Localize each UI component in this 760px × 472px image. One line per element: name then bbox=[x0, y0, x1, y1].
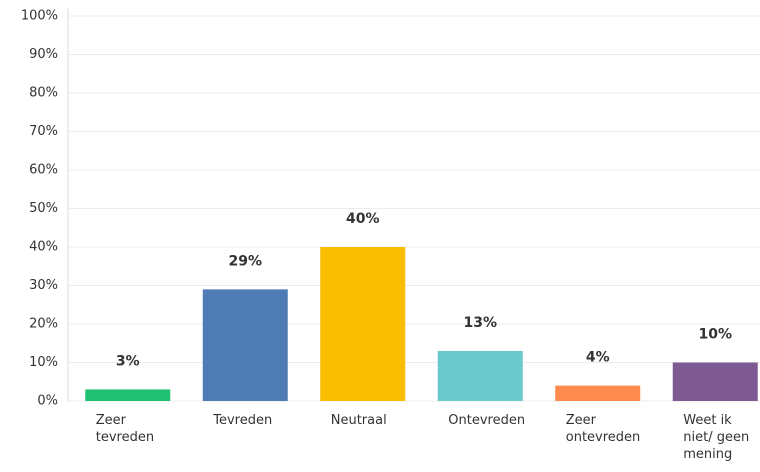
y-tick-label: 30% bbox=[29, 278, 58, 293]
x-tick-label: Zeer tevreden bbox=[95, 413, 155, 445]
x-tick-label: Ontevreden bbox=[448, 413, 526, 428]
y-tick-label: 20% bbox=[29, 317, 58, 332]
y-tick-label: 0% bbox=[37, 394, 58, 409]
value-label: 13% bbox=[463, 315, 497, 331]
value-label: 10% bbox=[698, 327, 732, 343]
value-label: 3% bbox=[116, 353, 140, 369]
bar bbox=[437, 350, 523, 401]
bar bbox=[320, 247, 406, 401]
y-tick-label: 60% bbox=[29, 163, 58, 178]
x-tick-label: Neutraal bbox=[330, 413, 387, 428]
value-label: 40% bbox=[346, 211, 380, 227]
x-tick-label: Tevreden bbox=[213, 413, 273, 428]
bar bbox=[555, 385, 641, 401]
y-tick-label: 10% bbox=[29, 355, 58, 370]
bar bbox=[672, 362, 758, 401]
y-tick-label: 40% bbox=[29, 240, 58, 255]
y-tick-label: 70% bbox=[29, 124, 58, 139]
y-tick-label: 80% bbox=[29, 86, 58, 101]
y-tick-label: 100% bbox=[21, 9, 58, 24]
x-tick-label: Zeer ontevreden bbox=[565, 413, 641, 445]
bar bbox=[202, 289, 288, 401]
y-tick-label: 90% bbox=[29, 47, 58, 62]
value-label: 29% bbox=[228, 253, 262, 269]
value-label: 4% bbox=[586, 350, 610, 366]
y-tick-label: 50% bbox=[29, 201, 58, 216]
x-tick-label: Weet ik niet/ geen mening bbox=[683, 413, 750, 462]
bar bbox=[85, 389, 171, 401]
